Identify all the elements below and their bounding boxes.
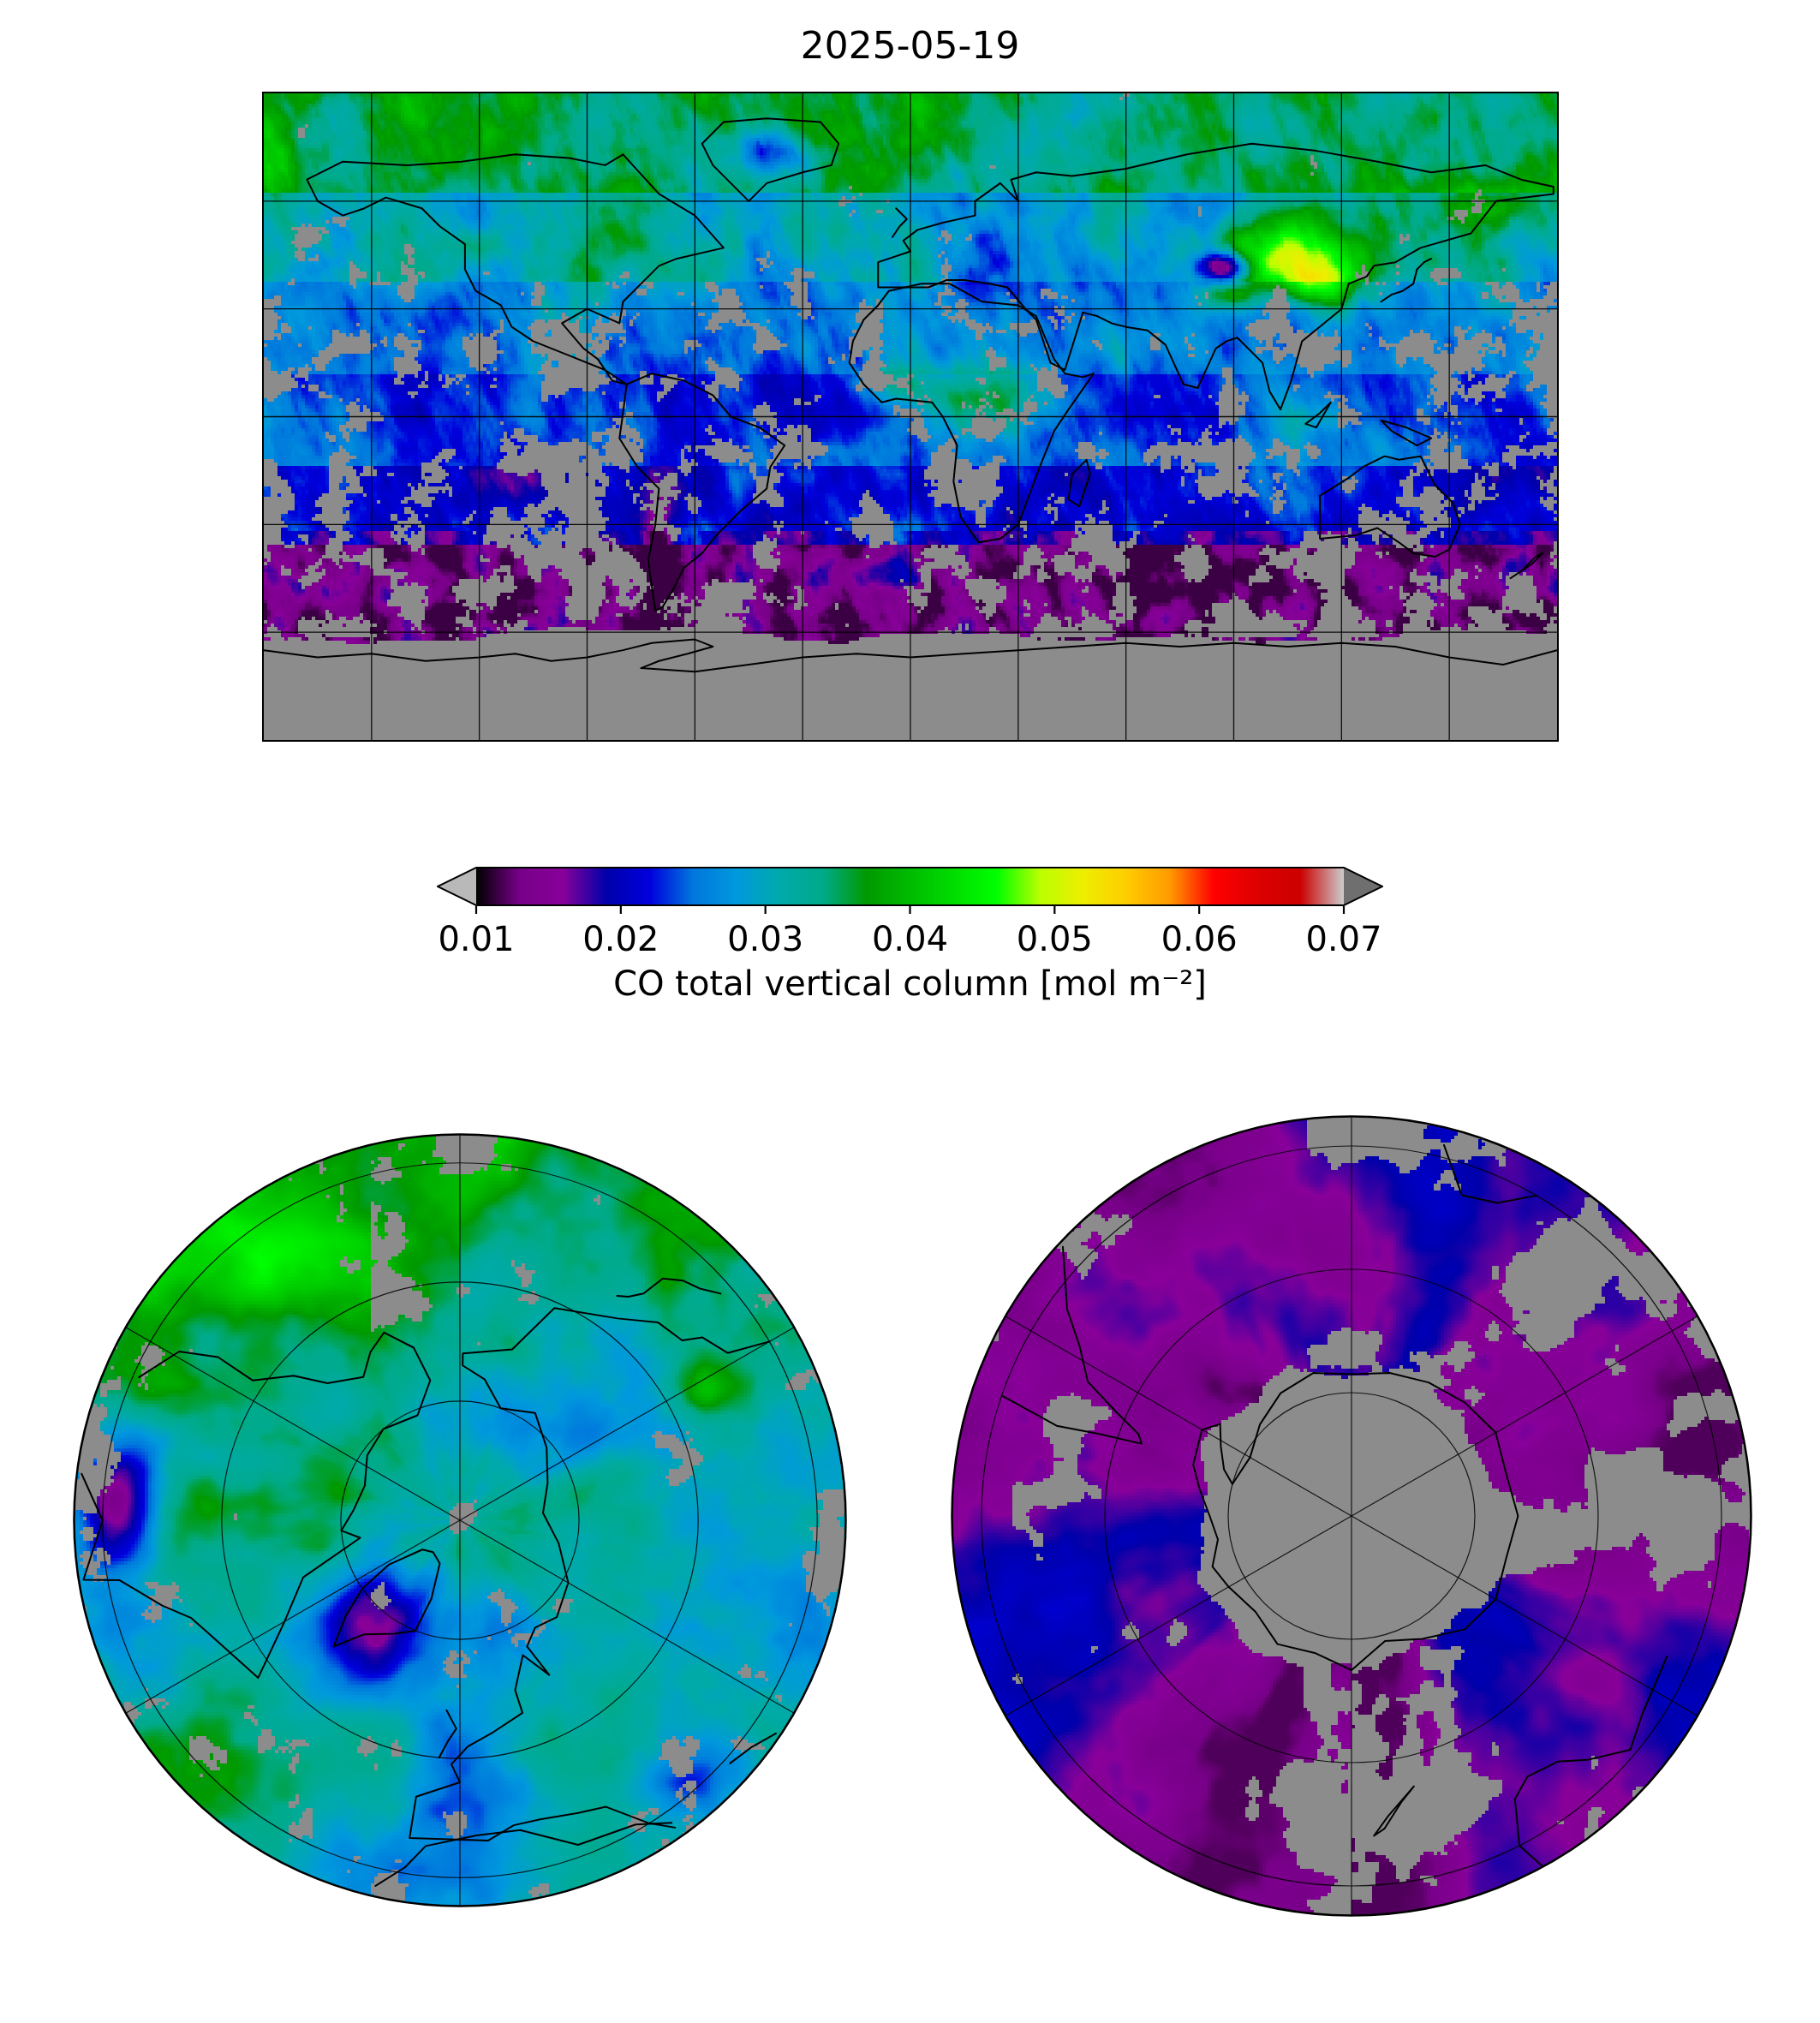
colorbar-gradient <box>437 866 1383 914</box>
colorbar-tick-label: 0.06 <box>1161 919 1238 959</box>
north-polar-co-map-canvas <box>73 1132 847 1907</box>
south-polar-co-map-canvas <box>951 1114 1752 1917</box>
colorbar-label: CO total vertical column [mol m⁻²] <box>613 964 1207 1004</box>
figure-title: 2025-05-19 <box>800 24 1020 68</box>
colorbar-tick-labels: 0.01 0.02 0.03 0.04 0.05 0.06 0.07 <box>437 918 1383 959</box>
colorbar-tick-label: 0.05 <box>1016 919 1093 959</box>
colorbar-tick-label: 0.07 <box>1305 919 1382 959</box>
polar-panels-row <box>0 1114 1820 1917</box>
colorbar: 0.01 0.02 0.03 0.04 0.05 0.06 0.07 CO total ve… <box>437 866 1383 1004</box>
global-co-map-canvas <box>263 92 1557 740</box>
colorbar-tick-label: 0.02 <box>582 919 659 959</box>
colorbar-tick-label: 0.03 <box>727 919 804 959</box>
colorbar-tick-label: 0.01 <box>438 919 515 959</box>
colorbar-tick-label: 0.04 <box>871 919 949 959</box>
global-map-panel <box>261 91 1559 742</box>
